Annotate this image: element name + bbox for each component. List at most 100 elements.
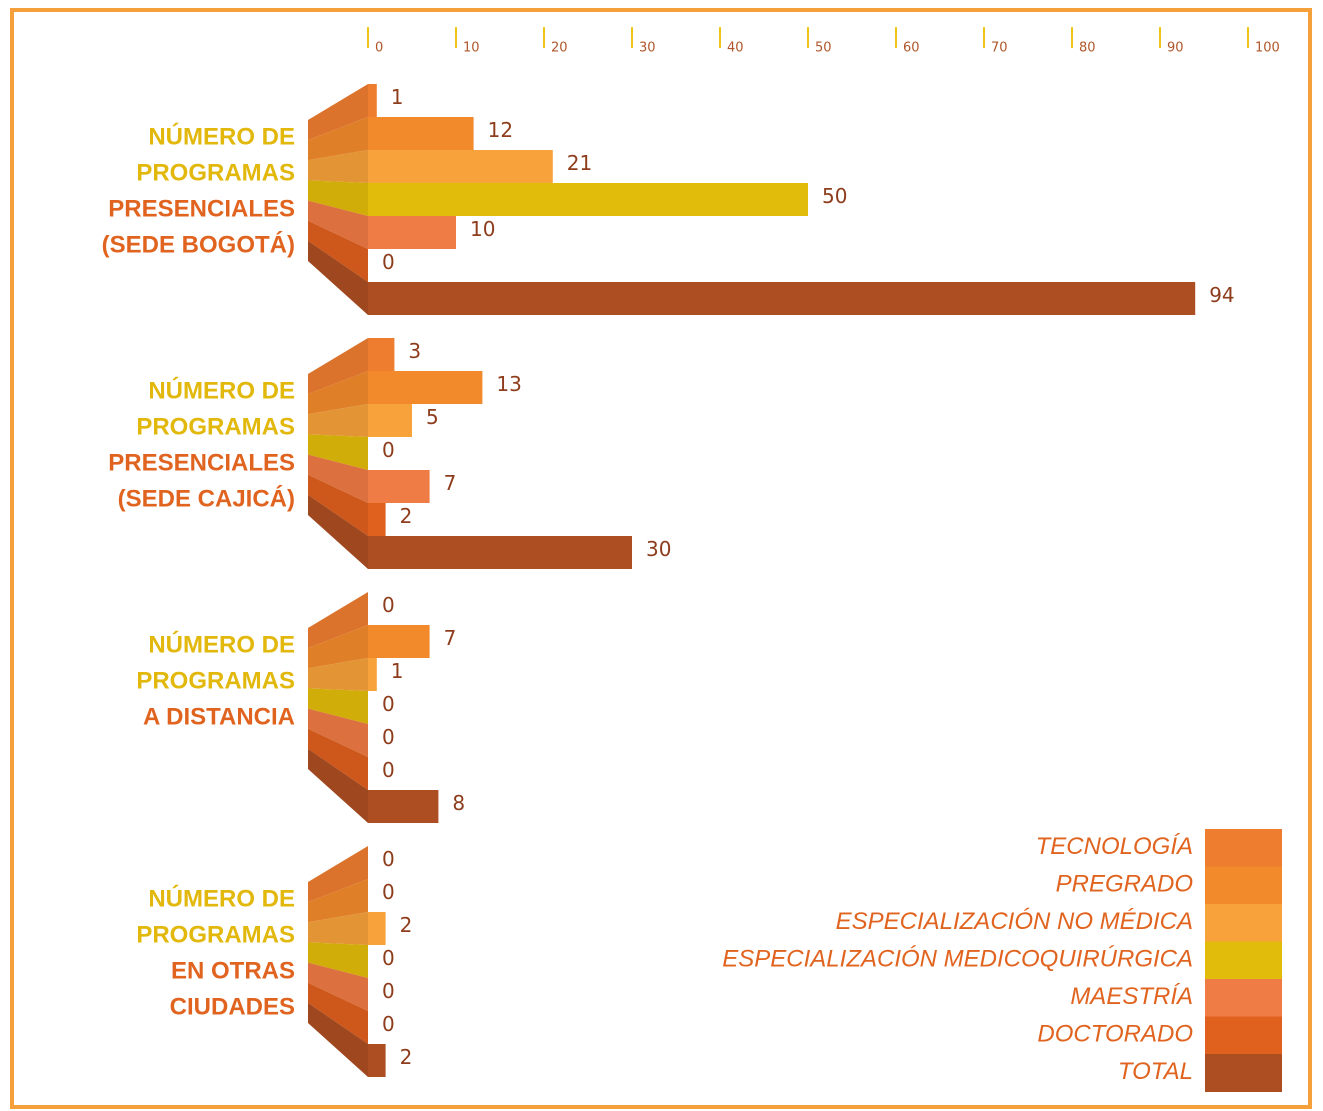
- bevel: [308, 728, 368, 790]
- x-tick-label: 30: [639, 41, 656, 56]
- legend-swatch: [1205, 941, 1282, 980]
- bevel-shade: [308, 942, 368, 978]
- legend-label: TOTAL: [1118, 1058, 1193, 1085]
- bevel-shade: [308, 592, 368, 649]
- bar: [368, 658, 377, 691]
- bar: [368, 282, 1196, 315]
- legend-label: ESPECIALIZACIÓN NO MÉDICA: [836, 908, 1193, 935]
- bar: [368, 625, 430, 658]
- bevel: [308, 942, 368, 978]
- bevel: [308, 846, 368, 903]
- bevel-shade: [308, 200, 368, 249]
- legend-label: MAESTRÍA: [1070, 983, 1193, 1010]
- x-tick-label: 0: [375, 41, 383, 56]
- bevel-shade: [308, 240, 368, 315]
- legend-swatch: [1205, 829, 1282, 867]
- bevel-shade: [308, 404, 368, 437]
- bar: [368, 790, 439, 823]
- bevel: [308, 150, 368, 183]
- bevel-shade: [308, 879, 368, 923]
- bevel: [308, 180, 368, 216]
- bevel-shade: [308, 220, 368, 282]
- legend-swatch: [1205, 1016, 1282, 1055]
- value-label: 0: [382, 1012, 395, 1036]
- legend-swatch: [1205, 866, 1282, 905]
- frame: [10, 8, 1312, 1109]
- bevel-shade: [308, 962, 368, 1011]
- bevel: [308, 592, 368, 649]
- bar: [368, 150, 553, 183]
- category-label: NÚMERO DE: [148, 122, 295, 150]
- bevel-shade: [308, 748, 368, 823]
- bevel-shade: [308, 1002, 368, 1077]
- value-label: 10: [470, 217, 495, 241]
- bevel-shade: [308, 454, 368, 503]
- value-label: 50: [822, 184, 847, 208]
- bevel-shade: [308, 912, 368, 945]
- bar: [368, 1044, 386, 1077]
- bevel: [308, 338, 368, 395]
- value-label: 0: [382, 250, 395, 274]
- bevel: [308, 404, 368, 437]
- value-label: 0: [382, 979, 395, 1003]
- legend-label: TECNOLOGÍA: [1036, 833, 1193, 860]
- legend-swatch: [1205, 1054, 1282, 1092]
- value-label: 7: [444, 626, 457, 650]
- bar: [368, 216, 456, 249]
- x-tick-label: 20: [551, 41, 568, 56]
- bevel: [308, 474, 368, 536]
- bevel: [308, 962, 368, 1011]
- bevel: [308, 371, 368, 415]
- bevel-shade: [308, 846, 368, 903]
- value-label: 30: [646, 537, 671, 561]
- bevel-shade: [308, 708, 368, 757]
- value-label: 2: [400, 504, 413, 528]
- value-label: 13: [496, 372, 521, 396]
- bevel: [308, 220, 368, 282]
- legend-swatch: [1205, 904, 1282, 942]
- bevel-shade: [308, 338, 368, 395]
- bar: [368, 536, 632, 569]
- category-label: NÚMERO DE: [148, 884, 295, 912]
- category-label: PRESENCIALES: [108, 449, 295, 476]
- bevel: [308, 454, 368, 503]
- bevel-shade: [308, 150, 368, 183]
- bevel: [308, 117, 368, 161]
- value-label: 0: [382, 880, 395, 904]
- value-label: 0: [382, 847, 395, 871]
- x-tick-label: 100: [1255, 41, 1280, 56]
- bevel-shade: [308, 494, 368, 569]
- x-tick-label: 10: [463, 41, 480, 56]
- bar: [368, 470, 430, 503]
- value-label: 0: [382, 593, 395, 617]
- value-label: 0: [382, 438, 395, 462]
- bar: [368, 117, 474, 150]
- value-label: 2: [400, 913, 413, 937]
- category-label: PROGRAMAS: [136, 667, 295, 694]
- bevel-shade: [308, 625, 368, 669]
- bar: [368, 183, 808, 216]
- value-label: 1: [391, 85, 404, 109]
- x-tick-label: 80: [1079, 41, 1096, 56]
- category-label: PROGRAMAS: [136, 921, 295, 948]
- bevel-shade: [308, 982, 368, 1044]
- bar: [368, 84, 377, 117]
- bar: [368, 912, 386, 945]
- category-label: CIUDADES: [170, 993, 295, 1020]
- x-tick-label: 70: [991, 41, 1008, 56]
- bevel: [308, 708, 368, 757]
- legend-label: PREGRADO: [1056, 871, 1193, 898]
- bevel-shade: [308, 474, 368, 536]
- category-label: (SEDE CAJICÁ): [118, 484, 295, 512]
- value-label: 94: [1209, 283, 1234, 307]
- bevel-shade: [308, 728, 368, 790]
- bevel-shade: [308, 434, 368, 470]
- category-label: NÚMERO DE: [148, 376, 295, 404]
- value-label: 0: [382, 725, 395, 749]
- category-label: PRESENCIALES: [108, 195, 295, 222]
- legend-label: DOCTORADO: [1037, 1021, 1193, 1048]
- category-label: NÚMERO DE: [148, 630, 295, 658]
- bevel: [308, 879, 368, 923]
- bevel: [308, 625, 368, 669]
- category-label: PROGRAMAS: [136, 159, 295, 186]
